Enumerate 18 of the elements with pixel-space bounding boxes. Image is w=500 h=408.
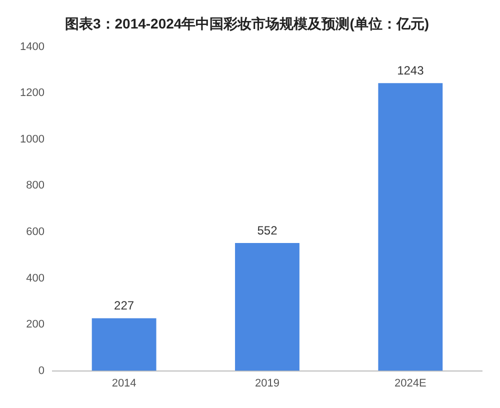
x-tick-label: 2019 (254, 377, 280, 390)
data-label: 1243 (397, 63, 424, 78)
x-tick-label: 2014 (112, 377, 136, 390)
y-tick-label: 400 (26, 272, 44, 284)
y-tick-label: 1000 (20, 133, 44, 146)
data-label: 227 (114, 298, 134, 313)
data-label: 552 (257, 223, 278, 238)
bar (378, 83, 443, 371)
x-tick-label: 2024E (394, 377, 426, 390)
bar (235, 243, 300, 371)
y-tick-label: 200 (26, 318, 44, 331)
y-tick-label: 1400 (20, 40, 44, 53)
y-tick-label: 0 (38, 364, 44, 377)
chart-title: 图表3：2014-2024年中国彩妆市场规模及预测(单位：亿元) (64, 15, 430, 32)
y-tick-label: 600 (26, 226, 44, 238)
y-tick-label: 1200 (20, 87, 44, 100)
bar (92, 318, 156, 371)
y-tick-label: 800 (26, 180, 44, 192)
